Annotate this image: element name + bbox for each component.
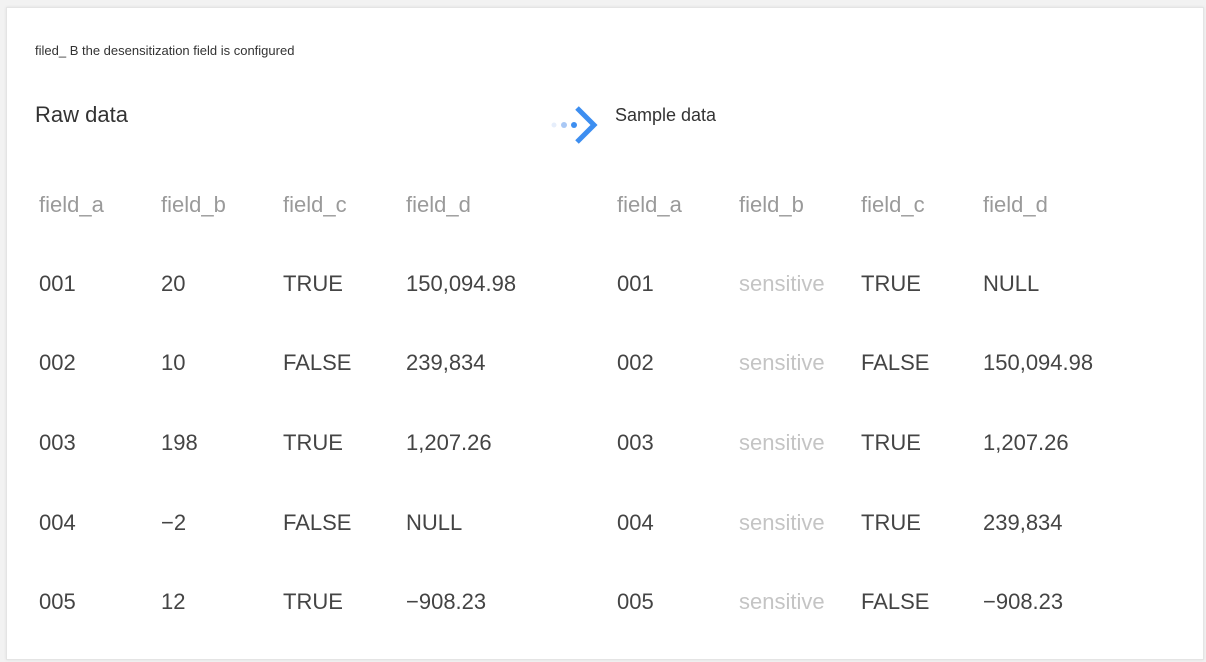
raw-column-header: field_a xyxy=(39,192,104,217)
sample-table-cell: −908.23 xyxy=(983,589,1064,614)
sample-table-cell: 150,094.98 xyxy=(983,350,1094,375)
raw-table-cell: −2 xyxy=(161,510,187,535)
raw-table-cell: 20 xyxy=(161,271,186,296)
sample-data-title: Sample data xyxy=(615,105,717,125)
sample-table-cell: FALSE xyxy=(861,589,930,614)
raw-table-cell: 002 xyxy=(39,350,76,375)
sample-table-cell: 003 xyxy=(617,430,654,455)
sample-table-cell: sensitive xyxy=(739,430,825,455)
raw-column-header: field_d xyxy=(406,192,471,217)
sample-table-cell: sensitive xyxy=(739,350,825,375)
sample-table-cell: sensitive xyxy=(739,510,825,535)
sample-table-cell: FALSE xyxy=(861,350,930,375)
sample-column-header: field_c xyxy=(861,192,925,217)
raw-table-cell: −908.23 xyxy=(406,589,487,614)
raw-table-cell: NULL xyxy=(406,510,463,535)
raw-table-cell: TRUE xyxy=(283,589,343,614)
raw-table-cell: TRUE xyxy=(283,271,343,296)
raw-table-cell: 150,094.98 xyxy=(406,271,517,296)
sample-table-cell: TRUE xyxy=(861,430,921,455)
raw-data-title: Raw data xyxy=(35,102,128,127)
raw-table-cell: 004 xyxy=(39,510,76,535)
raw-table-cell: 239,834 xyxy=(406,350,486,375)
sample-table-cell: 005 xyxy=(617,589,654,614)
arrow-right-icon xyxy=(551,106,598,144)
raw-table-cell: 003 xyxy=(39,430,76,455)
sample-column-header: field_a xyxy=(617,192,682,217)
sample-table-cell: 004 xyxy=(617,510,654,535)
raw-table-cell: FALSE xyxy=(283,350,352,375)
sample-table-cell: sensitive xyxy=(739,589,825,614)
sample-column-header: field_d xyxy=(983,192,1048,217)
raw-table-cell: 10 xyxy=(161,350,186,375)
config-note: filed_ B the desensitization field is co… xyxy=(35,43,295,58)
sample-table-cell: NULL xyxy=(983,271,1040,296)
raw-table-cell: FALSE xyxy=(283,510,352,535)
sample-table-cell: TRUE xyxy=(861,510,921,535)
raw-table-cell: TRUE xyxy=(283,430,343,455)
raw-table-cell: 1,207.26 xyxy=(406,430,492,455)
sample-table-cell: 001 xyxy=(617,271,654,296)
raw-table-cell: 12 xyxy=(161,589,186,614)
sample-table-cell: 002 xyxy=(617,350,654,375)
raw-column-header: field_b xyxy=(161,192,226,217)
sample-table-cell: TRUE xyxy=(861,271,921,296)
sample-table-cell: sensitive xyxy=(739,271,825,296)
raw-table-cell: 005 xyxy=(39,589,76,614)
sample-table-cell: 1,207.26 xyxy=(983,430,1069,455)
sample-table-cell: 239,834 xyxy=(983,510,1063,535)
raw-table-cell: 198 xyxy=(161,430,198,455)
desensitization-preview-card: filed_ B the desensitization field is co… xyxy=(6,7,1204,660)
sample-column-header: field_b xyxy=(739,192,804,217)
raw-column-header: field_c xyxy=(283,192,347,217)
raw-table-cell: 001 xyxy=(39,271,76,296)
